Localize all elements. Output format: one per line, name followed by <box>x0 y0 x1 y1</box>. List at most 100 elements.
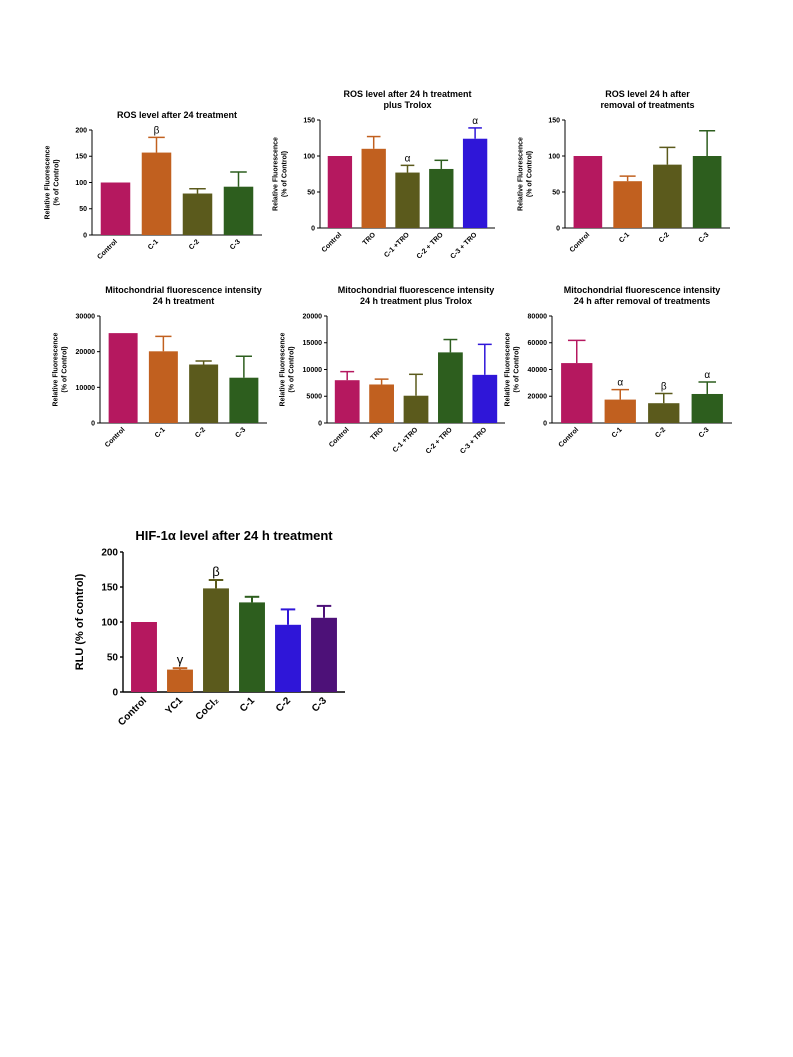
y-tick-label: 150 <box>303 117 315 124</box>
x-tick-label: C-3 <box>698 231 711 244</box>
y-tick-label: 50 <box>79 206 87 213</box>
bar <box>653 164 682 228</box>
bar <box>395 172 420 228</box>
y-tick-label: 15000 <box>303 340 323 347</box>
bar <box>275 624 301 692</box>
chart-title: Mitochondrial fluorescence intensity <box>338 285 495 295</box>
bar <box>203 588 229 692</box>
bar <box>613 181 642 228</box>
bar <box>131 622 157 692</box>
x-tick-label: Control <box>569 231 592 254</box>
x-tick-label: C-1 <box>611 426 624 439</box>
x-tick-label: C-2 <box>274 695 293 714</box>
chart-title: ROS level after 24 treatment <box>117 110 237 120</box>
bar <box>223 186 254 235</box>
y-axis-label: (% of Control) <box>282 151 289 197</box>
bar <box>141 152 172 235</box>
x-tick-label: C-3 + TRO <box>459 426 488 455</box>
bar <box>604 399 636 423</box>
bar <box>462 138 488 228</box>
bar <box>167 669 193 692</box>
y-tick-label: 10000 <box>76 385 96 392</box>
y-tick-label: 150 <box>75 154 87 161</box>
y-axis-label: Relative Fluorescence <box>505 332 512 406</box>
y-tick-label: 100 <box>303 153 315 160</box>
y-tick-label: 20000 <box>76 349 96 356</box>
bar <box>189 364 219 423</box>
chart-ros-24h: ROS level after 24 treatment Relative Flu… <box>45 110 262 261</box>
chart-title: Mitochondrial fluorescence intensity <box>564 285 721 295</box>
x-tick-label: Control <box>96 238 119 261</box>
significance-label: α <box>472 116 478 127</box>
x-tick-label: Control <box>321 231 344 254</box>
y-axis-label: Relative Fluorescence <box>53 332 60 406</box>
bar <box>108 333 138 423</box>
x-tick-label: TRO <box>370 426 386 442</box>
y-tick-label: 10000 <box>303 367 323 374</box>
y-tick-label: 150 <box>101 583 118 594</box>
significance-label: β <box>154 125 160 136</box>
y-tick-label: 200 <box>75 127 87 134</box>
y-tick-label: 0 <box>311 225 315 232</box>
bar <box>648 403 680 423</box>
x-tick-label: C-1 +TRO <box>392 426 420 454</box>
bar <box>438 352 463 423</box>
x-tick-label: C-2 + TRO <box>416 231 445 260</box>
y-tick-label: 20000 <box>303 313 323 320</box>
bar <box>182 193 213 235</box>
x-tick-label: C-1 <box>154 426 167 439</box>
x-tick-label: C-3 <box>310 695 329 714</box>
x-tick-label: CoCl₂ <box>194 695 221 722</box>
significance-label: α <box>704 370 710 381</box>
significance-label: γ <box>177 652 184 667</box>
y-tick-label: 20000 <box>528 394 548 401</box>
y-tick-label: 30000 <box>76 313 96 320</box>
y-tick-label: 0 <box>318 420 322 427</box>
y-tick-label: 100 <box>75 180 87 187</box>
bar <box>403 395 429 423</box>
x-tick-label: C-2 <box>658 231 671 244</box>
chart-title: 24 h treatment plus Trolox <box>360 296 472 306</box>
chart-title: ROS level 24 h after <box>605 89 690 99</box>
significance-label: β <box>212 564 219 579</box>
y-tick-label: 150 <box>548 117 560 124</box>
y-axis-label: (% of Control) <box>527 151 534 197</box>
y-tick-label: 80000 <box>528 313 548 320</box>
x-tick-label: C-1 <box>238 695 257 714</box>
bar <box>239 602 265 692</box>
y-tick-label: 200 <box>101 548 118 559</box>
y-axis-label: (% of Control) <box>514 346 521 392</box>
bar <box>573 156 603 228</box>
significance-label: α <box>405 153 411 164</box>
y-tick-label: 40000 <box>528 367 548 374</box>
y-axis-label: Relative Fluorescence <box>280 332 287 406</box>
x-tick-label: C-1 <box>147 238 160 251</box>
x-tick-label: C-2 <box>188 238 201 251</box>
bar <box>561 363 593 423</box>
y-axis-label: Relative Fluorescence <box>273 137 280 211</box>
chart-title: 24 h after removal of treatments <box>574 296 711 306</box>
y-tick-label: 0 <box>91 420 95 427</box>
bar <box>472 374 498 423</box>
x-tick-label: Control <box>116 695 149 728</box>
y-tick-label: 100 <box>548 153 560 160</box>
bar <box>691 393 723 423</box>
chart-title: ROS level after 24 h treatment <box>343 89 471 99</box>
chart-title: removal of treatments <box>600 100 694 110</box>
x-tick-label: Control <box>558 426 581 449</box>
x-tick-label: C-1 <box>618 231 631 244</box>
x-tick-label: Control <box>104 426 127 449</box>
bar <box>229 377 259 423</box>
significance-label: β <box>661 381 667 392</box>
y-axis-label: Relative Fluorescence <box>45 145 52 219</box>
chart-title: plus Trolox <box>383 100 431 110</box>
x-tick-label: TRO <box>362 231 378 247</box>
y-tick-label: 0 <box>83 232 87 239</box>
significance-label: α <box>617 378 623 389</box>
bar <box>311 617 337 692</box>
x-tick-label: C-2 + TRO <box>425 426 454 455</box>
